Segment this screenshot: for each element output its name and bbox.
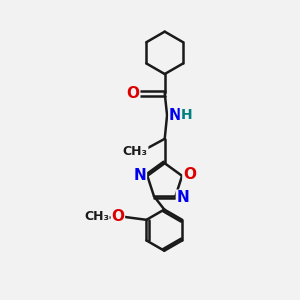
Text: N: N	[169, 108, 182, 123]
Text: O: O	[183, 167, 196, 182]
Text: N: N	[134, 168, 146, 183]
Text: O: O	[111, 209, 124, 224]
Text: CH₃: CH₃	[123, 145, 148, 158]
Text: N: N	[176, 190, 189, 205]
Text: O: O	[127, 86, 140, 101]
Text: H: H	[180, 108, 192, 122]
Text: CH₃: CH₃	[84, 210, 109, 224]
